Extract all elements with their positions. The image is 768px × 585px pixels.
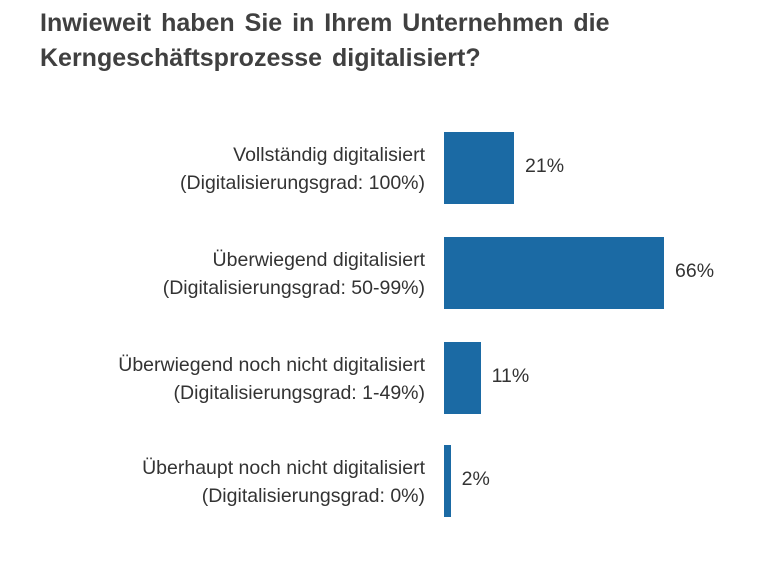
category-label-main: Überhaupt noch nicht digitalisiert [142,457,425,479]
value-label: 2% [461,468,490,490]
bar [444,132,514,204]
category-label: Überwiegend digitalisiert (Digitalisierun… [0,246,425,302]
bar [444,342,481,414]
chart-title-line-2: Kerngeschäftsprozesse digitalisiert? [40,44,481,72]
chart-title-line-1: Inwieweit haben Sie in Ihrem Unternehmen… [40,9,610,37]
category-label: Überwiegend noch nicht digitalisiert (Dig… [0,351,425,407]
category-label-main: Überwiegend noch nicht digitalisiert [118,354,425,376]
category-label-sub: (Digitalisierungsgrad: 50-99%) [162,277,425,299]
value-label: 11% [491,365,530,387]
value-label: 21% [525,155,565,177]
category-label: Überhaupt noch nicht digitalisiert (Digit… [0,454,425,510]
bar [444,445,451,517]
bar [444,237,664,309]
value-label: 66% [675,260,715,282]
chart-title: Inwieweit haben Sie in Ihrem Unternehmen… [40,6,740,76]
category-label-sub: (Digitalisierungsgrad: 100%) [180,172,425,194]
category-label-sub: (Digitalisierungsgrad: 1-49%) [173,382,425,404]
category-label: Vollständig digitalisiert (Digitalisierun… [0,141,425,197]
category-label-main: Überwiegend digitalisiert [212,249,425,271]
category-label-sub: (Digitalisierungsgrad: 0%) [201,485,425,507]
category-label-main: Vollständig digitalisiert [233,144,425,166]
